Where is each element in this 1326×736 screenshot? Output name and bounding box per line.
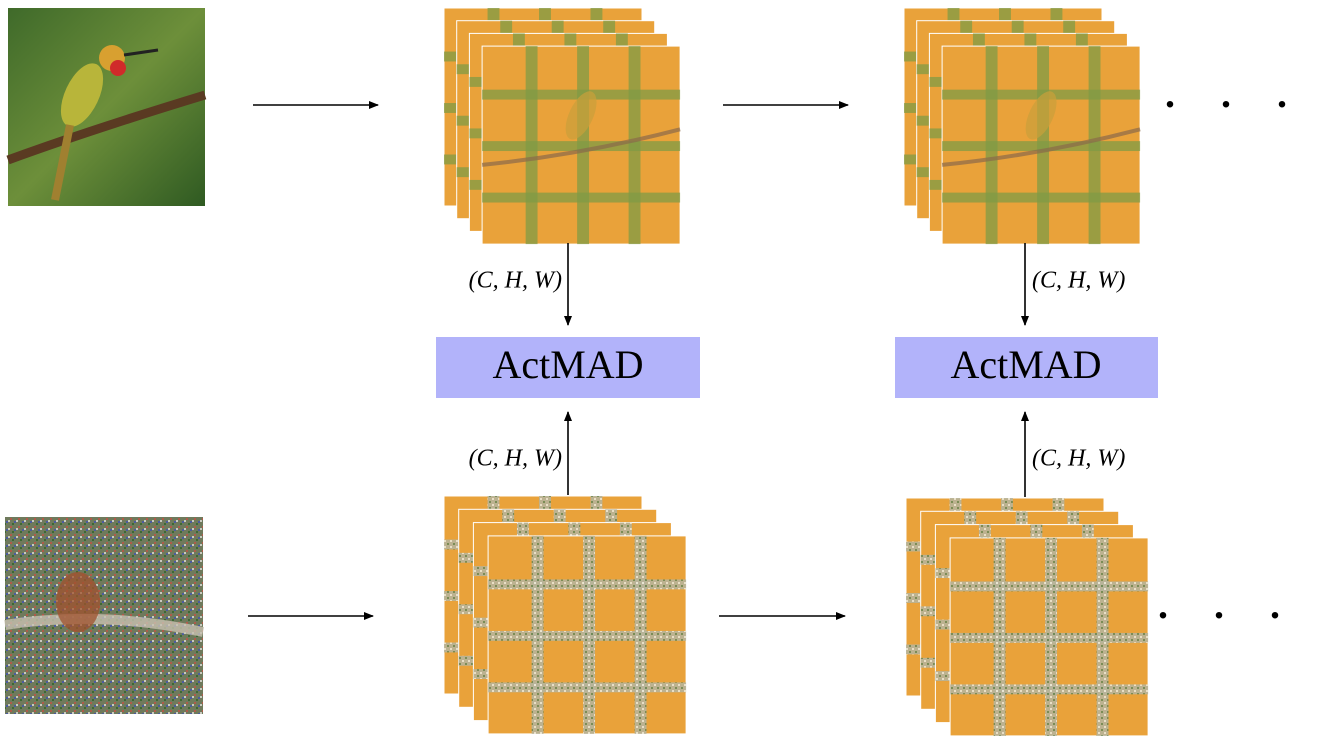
grid-band xyxy=(629,46,641,244)
feature-map xyxy=(942,46,1140,244)
grid-band xyxy=(635,536,647,734)
grid-band xyxy=(950,633,1148,643)
noisy-image xyxy=(5,517,203,714)
continuation: . . . xyxy=(1165,71,1305,116)
dims-label: (C, H, W) xyxy=(469,446,562,472)
actmad-label: ActMAD xyxy=(950,342,1101,387)
grid-band xyxy=(488,631,686,641)
feature-map xyxy=(950,538,1148,736)
actmad-label: ActMAD xyxy=(492,342,643,387)
grid-band xyxy=(488,682,686,692)
diagram: (C, H, W) ActMAD (C, H, W) (C, H, W) Act… xyxy=(0,0,1326,736)
clean-image xyxy=(8,8,205,206)
grid-band xyxy=(1089,46,1101,244)
page: (C, H, W) ActMAD (C, H, W) (C, H, W) Act… xyxy=(0,0,1326,736)
dims-label: (C, H, W) xyxy=(1032,268,1125,294)
feature-map xyxy=(488,536,686,734)
dims-label: (C, H, W) xyxy=(1032,446,1125,472)
grid-band xyxy=(1097,538,1109,736)
feature-map xyxy=(482,46,680,244)
grid-band xyxy=(950,684,1148,694)
grid-band xyxy=(482,193,680,203)
dims-label: (C, H, W) xyxy=(469,268,562,294)
grid-band xyxy=(942,193,1140,203)
continuation: . . . . xyxy=(1158,582,1326,627)
